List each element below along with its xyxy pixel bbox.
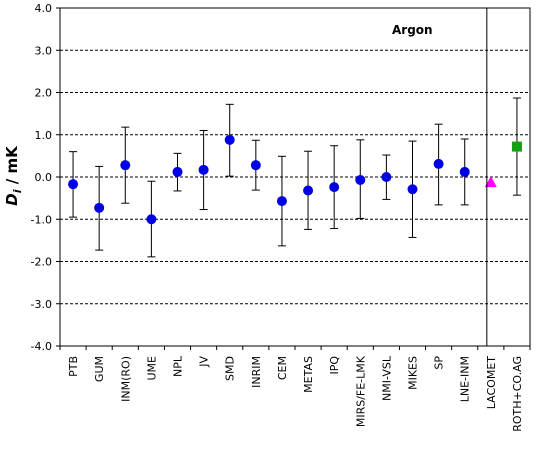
category-label: UME (145, 356, 158, 381)
data-point-triangle (484, 176, 497, 188)
category-label: PTB (67, 356, 80, 377)
category-label: METAS (302, 356, 315, 393)
category-label: ROTH+CO.AG (511, 356, 524, 432)
data-point (224, 134, 235, 145)
y-tick-label: 0.0 (35, 171, 53, 184)
data-point (303, 185, 314, 196)
data-point (329, 182, 340, 193)
category-label: MIKES (407, 356, 420, 390)
category-label: CEM (276, 356, 289, 380)
data-point (146, 214, 157, 225)
x-axis-ticks (59, 346, 531, 350)
category-label: GUM (93, 356, 106, 382)
data-point (407, 184, 418, 195)
category-label: SP (433, 356, 446, 370)
grid-lines (60, 49, 530, 305)
y-axis-label-symbol: D (3, 193, 21, 205)
y-axis-ticks: 4.0 3.0 2.0 1.0 0.0 -1.0 -2.0 -3.0 -4.0 (31, 2, 60, 353)
category-label: INRIM (250, 356, 263, 388)
category-label: INM(RO) (119, 356, 132, 402)
data-point (433, 158, 444, 169)
data-point (172, 166, 183, 177)
data-point (120, 160, 131, 171)
category-label: JV (198, 356, 211, 368)
y-tick-label: 2.0 (35, 87, 53, 100)
data-point-square (511, 141, 522, 152)
category-label: NMI-VSL (380, 355, 393, 401)
data-points (68, 134, 522, 225)
category-label: LACOMET (485, 356, 498, 409)
plot-frame (59, 7, 531, 347)
data-point (355, 174, 366, 185)
data-point (68, 179, 79, 190)
y-tick-label: -1.0 (31, 213, 52, 226)
y-tick-label: 1.0 (35, 129, 53, 142)
data-point (276, 196, 287, 207)
y-axis-label-unit: / mK (3, 145, 21, 190)
y-tick-label: -2.0 (31, 256, 52, 269)
category-labels: PTB GUM INM(RO) UME NPL JV SMD INRIM CEM METAS IPQ… (67, 355, 524, 432)
y-tick-label: -4.0 (31, 340, 52, 353)
category-label: NPL (172, 355, 185, 377)
y-tick-label: -3.0 (31, 298, 52, 311)
chart-title: Argon (392, 23, 433, 37)
category-label: IPQ (328, 356, 341, 375)
y-tick-label: 4.0 (35, 2, 53, 15)
y-axis-label: Di / mK (3, 145, 24, 206)
data-point (459, 166, 470, 177)
data-point (198, 164, 209, 175)
data-point (94, 202, 105, 213)
y-axis-label-subscript: i (11, 189, 24, 193)
y-tick-label: 3.0 (35, 44, 53, 57)
data-point (250, 160, 261, 171)
category-label: MIRS/FE-LMK (354, 355, 367, 427)
category-label: LNE-INM (459, 356, 472, 402)
data-point (381, 172, 392, 182)
category-label: SMD (224, 356, 237, 381)
